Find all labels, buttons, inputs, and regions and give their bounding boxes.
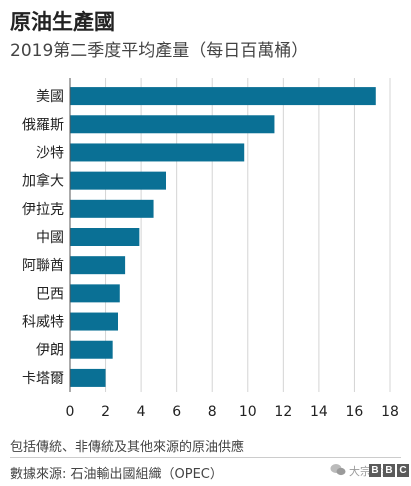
x-tick-label: 12 (274, 404, 292, 420)
chart-subtitle: 2019第二季度平均產量（每日百萬桶） (10, 41, 309, 61)
bbc-logo-letter: C (397, 464, 409, 477)
category-label: 伊拉克 (22, 202, 64, 218)
divider (10, 457, 401, 458)
category-label: 卡塔爾 (22, 371, 64, 387)
x-tick-label: 6 (172, 404, 181, 420)
bar (70, 256, 126, 275)
category-label: 伊朗 (36, 343, 64, 359)
x-tick-label: 16 (346, 404, 364, 420)
bar (70, 368, 106, 387)
x-tick-label: 14 (310, 404, 328, 420)
source-note: 數據來源: 石油輸出國組織（OPEC） (10, 467, 223, 482)
bar (70, 87, 376, 106)
x-tick-label: 18 (381, 404, 399, 420)
x-tick-label: 4 (137, 404, 146, 420)
category-label: 俄羅斯 (22, 117, 64, 133)
bar (70, 143, 245, 162)
category-label: 沙特 (36, 145, 64, 161)
footnote: 包括傳統、非傳統及其他來源的原油供應 (10, 440, 245, 455)
bar (70, 284, 120, 303)
category-label: 中國 (36, 230, 64, 246)
category-label: 巴西 (36, 286, 64, 302)
bar (70, 199, 154, 218)
category-label: 美國 (36, 89, 64, 105)
bar (70, 340, 113, 359)
bar (70, 228, 140, 246)
bar (70, 171, 166, 190)
x-tick-label: 2 (101, 404, 110, 420)
x-tick-label: 0 (66, 404, 75, 420)
bbc-logo-letter: B (383, 464, 395, 477)
category-label: 阿聯酋 (22, 257, 64, 274)
category-label: 加拿大 (22, 173, 64, 190)
bar (70, 115, 275, 134)
x-tick-label: 10 (239, 404, 257, 420)
bar (70, 312, 118, 331)
bar-chart: 0 2 4 6 8 10 12 14 16 18 美國俄羅斯沙特加拿大伊拉克中國阿聯酋巴西科威特伊朗… (22, 78, 399, 420)
wechat-icon (330, 464, 346, 476)
bbc-logo: B B C (369, 464, 409, 477)
x-tick-label: 8 (208, 404, 217, 420)
category-label: 科威特 (22, 315, 64, 331)
chart-title: 原油生產國 (10, 10, 115, 34)
bbc-logo-letter: B (369, 464, 381, 477)
